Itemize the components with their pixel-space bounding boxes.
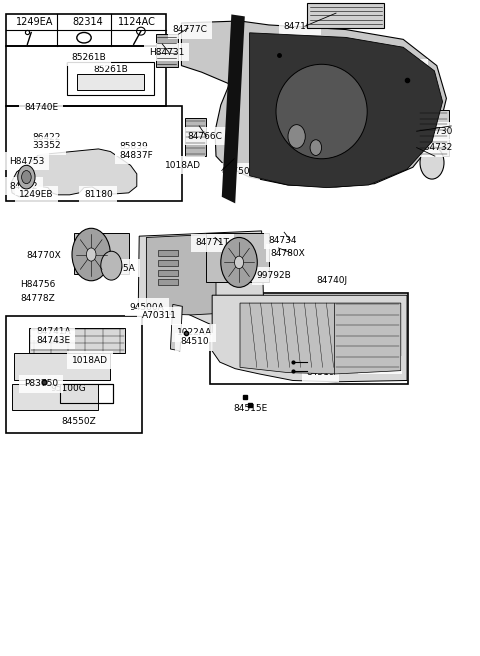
Text: 81180: 81180 <box>84 190 113 199</box>
Bar <box>158 260 178 266</box>
Text: 1018AD: 1018AD <box>72 356 108 365</box>
Text: 84778Z: 84778Z <box>20 294 55 303</box>
Text: 82314: 82314 <box>72 17 103 27</box>
Bar <box>6 14 166 46</box>
Bar <box>210 293 408 384</box>
Text: 1249EA: 1249EA <box>16 17 54 27</box>
Text: 84512B: 84512B <box>362 360 397 369</box>
Polygon shape <box>170 304 182 351</box>
Bar <box>77 74 144 90</box>
Text: 95100G: 95100G <box>50 384 86 393</box>
Text: 84710F: 84710F <box>283 22 317 31</box>
Text: 84750F: 84750F <box>222 167 255 176</box>
Circle shape <box>221 237 257 287</box>
Bar <box>60 384 113 403</box>
Text: 84510: 84510 <box>180 337 209 346</box>
Polygon shape <box>250 33 443 188</box>
Bar <box>60 384 113 403</box>
Text: 33352: 33352 <box>33 141 61 150</box>
Text: P83750: P83750 <box>24 379 58 388</box>
Text: 85839: 85839 <box>345 310 373 319</box>
Text: 84562: 84562 <box>10 182 38 191</box>
Text: 84770X: 84770X <box>26 251 60 260</box>
Polygon shape <box>146 234 216 315</box>
Bar <box>158 250 178 256</box>
Circle shape <box>22 171 31 184</box>
Bar <box>419 110 449 156</box>
Circle shape <box>310 140 322 155</box>
Text: 1335CJ: 1335CJ <box>268 43 300 52</box>
Circle shape <box>18 165 35 189</box>
Text: 84740E: 84740E <box>24 103 58 112</box>
Text: 84766C: 84766C <box>187 132 222 141</box>
Text: 84740J: 84740J <box>317 276 348 285</box>
Text: 1022AA: 1022AA <box>177 328 212 337</box>
Text: 99792B: 99792B <box>256 271 291 280</box>
Circle shape <box>420 146 444 179</box>
Bar <box>156 34 178 67</box>
Bar <box>6 316 142 433</box>
Ellipse shape <box>136 27 145 35</box>
Text: 85261B: 85261B <box>93 65 128 74</box>
Text: 84780X: 84780X <box>271 249 305 258</box>
Text: 84777C: 84777C <box>173 25 208 34</box>
Polygon shape <box>11 149 137 197</box>
Circle shape <box>86 248 96 261</box>
Text: 84659A: 84659A <box>389 64 423 73</box>
Ellipse shape <box>276 64 367 159</box>
Bar <box>74 233 129 274</box>
Text: H84732: H84732 <box>418 143 453 152</box>
Text: 1124AC: 1124AC <box>118 17 156 27</box>
Text: 84550Z: 84550Z <box>61 417 96 426</box>
Polygon shape <box>138 231 264 327</box>
Bar <box>6 106 182 201</box>
Text: 94500A: 94500A <box>130 302 164 312</box>
Text: H84730: H84730 <box>418 127 453 136</box>
Text: 84771T: 84771T <box>196 238 230 247</box>
Bar <box>158 279 178 285</box>
Polygon shape <box>181 21 446 187</box>
Text: 84515E: 84515E <box>233 403 267 413</box>
Text: H84756: H84756 <box>20 280 56 289</box>
Text: 85261B: 85261B <box>72 52 106 62</box>
Polygon shape <box>240 303 401 374</box>
Text: A70311: A70311 <box>142 311 177 320</box>
Text: H84731: H84731 <box>149 48 184 57</box>
Bar <box>307 3 384 28</box>
Bar <box>6 46 166 106</box>
Text: 84743E: 84743E <box>36 336 70 345</box>
Text: 97405A: 97405A <box>101 264 135 273</box>
Bar <box>67 62 154 95</box>
Polygon shape <box>212 295 407 382</box>
Circle shape <box>72 228 110 281</box>
Text: 86422: 86422 <box>33 133 61 142</box>
Bar <box>206 233 269 282</box>
Text: 84516A: 84516A <box>306 360 341 369</box>
Polygon shape <box>222 14 245 203</box>
Text: 84837F: 84837F <box>119 151 153 160</box>
Bar <box>14 353 110 380</box>
Text: H84753: H84753 <box>10 157 45 166</box>
Circle shape <box>288 125 305 148</box>
Bar <box>158 270 178 276</box>
Bar <box>29 328 125 353</box>
Circle shape <box>101 251 122 280</box>
Text: 85839: 85839 <box>119 142 148 152</box>
Circle shape <box>234 256 243 269</box>
Text: 84734: 84734 <box>269 236 297 245</box>
Text: 84741A: 84741A <box>36 327 71 336</box>
Text: 1018AD: 1018AD <box>165 161 201 170</box>
Text: 84519: 84519 <box>306 368 335 377</box>
Text: 1249EB: 1249EB <box>19 190 54 199</box>
Bar <box>185 118 206 156</box>
Text: 84791B: 84791B <box>307 337 342 346</box>
Bar <box>12 384 98 410</box>
Ellipse shape <box>77 32 91 43</box>
